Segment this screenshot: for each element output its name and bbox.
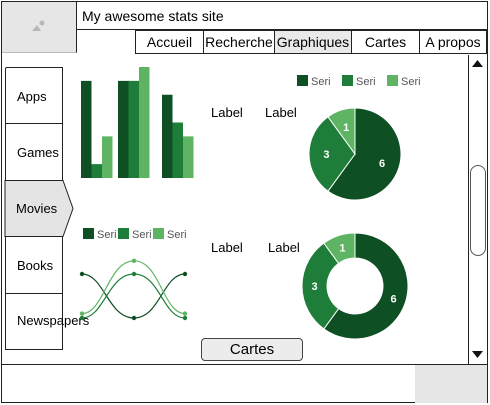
- chart-label: Label: [265, 105, 297, 120]
- tab-cartes[interactable]: Cartes: [352, 30, 420, 54]
- line-series: [81, 273, 186, 319]
- pie-slice: [308, 116, 356, 192]
- sidebar-item-active-shape: [4, 180, 74, 237]
- cartes-button[interactable]: Cartes: [201, 338, 303, 361]
- legend-swatch: [83, 228, 94, 239]
- pie-slice: [327, 107, 356, 156]
- bar-chart: [81, 67, 194, 178]
- pie-data-label: 3: [323, 149, 329, 161]
- pie-slice: [301, 242, 340, 330]
- legend-entry: Seri: [97, 229, 117, 241]
- line-point: [182, 311, 188, 316]
- chart-label: Label: [268, 240, 300, 255]
- sidebar-item-games[interactable]: Games: [5, 124, 63, 181]
- legend-swatch: [153, 228, 164, 239]
- pie-chart: Seri Seri Seri 6 3 1: [297, 75, 421, 201]
- line-point: [182, 271, 188, 277]
- tab-accueil[interactable]: Accueil: [135, 30, 204, 54]
- legend-swatch: [118, 228, 129, 239]
- chart-label: Label: [211, 240, 243, 255]
- line-point: [131, 271, 137, 277]
- bar: [118, 80, 129, 178]
- pie-data-label: 6: [379, 158, 385, 170]
- sidebar-item-books[interactable]: Books: [5, 237, 63, 294]
- scroll-down-arrow-icon[interactable]: [469, 347, 486, 362]
- pie-data-label: 6: [390, 294, 396, 306]
- tab-graphiques[interactable]: Graphiques: [275, 30, 352, 54]
- line-point: [182, 315, 188, 321]
- bar: [172, 122, 183, 178]
- line-point: [131, 315, 137, 321]
- scrollbar-thumb[interactable]: [470, 165, 486, 256]
- logo-placeholder: [2, 2, 77, 53]
- line-chart: Seri Seri Seri: [79, 228, 188, 321]
- legend-entry: Seri: [167, 229, 187, 241]
- bar: [162, 94, 173, 178]
- site-title: My awesome stats site: [82, 8, 224, 24]
- footer-bar: [2, 364, 488, 403]
- bar: [139, 67, 150, 178]
- tab-recherche[interactable]: Recherche: [204, 30, 275, 54]
- sidebar-item-newspapers[interactable]: Newspapers: [5, 294, 89, 350]
- legend-entry: Seri: [356, 76, 376, 88]
- image-placeholder-icon: [32, 20, 45, 31]
- bar: [102, 136, 113, 178]
- footer-placeholder: [415, 365, 487, 403]
- line-series: [81, 273, 186, 319]
- chart-label: Label: [211, 105, 243, 120]
- legend-swatch: [342, 75, 353, 86]
- pie-data-label: 1: [343, 122, 349, 134]
- line-point: [79, 271, 85, 277]
- sidebar-item-apps[interactable]: Apps: [5, 67, 63, 124]
- legend-entry: Seri: [401, 76, 421, 88]
- sidebar-item-movies[interactable]: Movies: [16, 201, 58, 216]
- line-point: [79, 315, 85, 321]
- scroll-up-arrow-icon[interactable]: [469, 56, 486, 71]
- bar: [91, 164, 102, 178]
- tab-a-propos[interactable]: A propos: [420, 30, 487, 54]
- legend-entry: Seri: [311, 76, 331, 88]
- line-point: [131, 258, 137, 263]
- legend-entry: Seri: [132, 229, 152, 241]
- bar: [81, 80, 92, 178]
- pie-slice: [323, 232, 409, 340]
- pie-data-label: 1: [339, 242, 345, 254]
- pie-slice: [327, 107, 402, 201]
- site-title-bar: [77, 2, 487, 30]
- pie-slice: [323, 232, 356, 265]
- legend-swatch: [387, 75, 398, 86]
- bar: [183, 136, 194, 178]
- line-point: [79, 311, 85, 316]
- pie-data-label: 3: [311, 281, 317, 293]
- line-series: [81, 260, 186, 315]
- donut-chart: 6 3 1: [301, 232, 409, 340]
- legend-swatch: [297, 75, 308, 86]
- bar: [128, 80, 139, 178]
